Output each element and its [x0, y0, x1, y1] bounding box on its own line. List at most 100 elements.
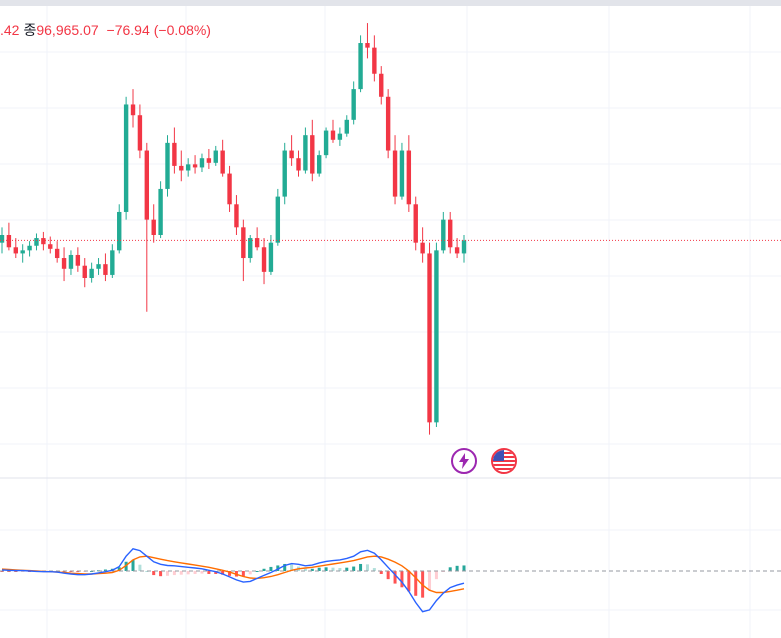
candle-body	[68, 254, 74, 269]
candle-body	[82, 265, 87, 278]
candle-body	[227, 173, 232, 205]
macd-histogram-bar	[400, 571, 404, 588]
candle-body	[427, 253, 432, 423]
macd-histogram-bar	[359, 563, 363, 571]
candle-body	[254, 238, 260, 248]
candle-body	[206, 158, 212, 163]
candle-body	[275, 196, 281, 243]
us-flag-event-badge[interactable]	[491, 448, 517, 474]
macd-histogram-bar	[172, 571, 176, 576]
macd-histogram-bar	[345, 567, 349, 571]
candle-body	[303, 135, 308, 171]
close-value: 96,965.07	[36, 22, 99, 38]
macd-histogram-bar	[407, 571, 411, 592]
candle-body	[241, 227, 246, 259]
macd-histogram-bar	[338, 568, 342, 571]
macd-histogram-bar	[393, 571, 397, 584]
candle-body	[185, 164, 191, 171]
candle-body	[199, 158, 205, 168]
change-percent: (−0.08%)	[153, 22, 211, 38]
macd-histogram-bar	[117, 567, 121, 571]
macd-histogram-bar	[248, 571, 252, 575]
candle-body	[48, 244, 53, 249]
macd-histogram-bar	[434, 571, 438, 580]
macd-histogram-bar	[179, 571, 183, 575]
macd-histogram-bar	[186, 571, 190, 575]
macd-histogram-bar	[303, 568, 307, 571]
candle-body	[27, 245, 32, 251]
candle-body	[13, 247, 18, 254]
macd-histogram-bar	[262, 568, 266, 571]
candle-body	[261, 247, 267, 272]
macd-histogram-bar	[317, 567, 321, 571]
macd-histogram-bar	[145, 571, 149, 572]
candle-body	[34, 238, 39, 246]
macd-histogram-bar	[310, 568, 314, 571]
macd-histogram-bar	[255, 571, 259, 572]
candle-body	[61, 258, 67, 269]
candle-body	[165, 142, 170, 189]
macd-histogram-bar	[241, 571, 245, 577]
candle-body	[420, 242, 425, 254]
macd-signal-line	[1, 555, 465, 594]
candle-body	[144, 150, 150, 220]
top-toolbar-strip	[0, 0, 781, 6]
candle-body	[323, 130, 329, 156]
macd-histogram-bar	[269, 566, 273, 571]
candle-body	[330, 130, 336, 140]
candle-body	[89, 268, 94, 278]
candle-body	[158, 188, 163, 235]
candle-body	[268, 242, 274, 272]
macd-histogram-bar	[221, 571, 225, 575]
candle-body	[392, 150, 398, 197]
candle-body	[399, 150, 405, 197]
macd-histogram-bar	[165, 571, 169, 576]
candle-body	[316, 155, 322, 174]
candle-body	[461, 240, 467, 254]
macd-histogram-bar	[124, 561, 128, 571]
candle-body	[337, 133, 343, 140]
candle-body	[351, 89, 356, 120]
macd-histogram-bar	[386, 571, 390, 580]
candle-body	[344, 119, 349, 134]
candle-body	[379, 73, 384, 97]
candle-body	[130, 104, 136, 116]
candle-body	[234, 204, 239, 228]
candle-body	[220, 150, 225, 174]
candle-body	[192, 164, 198, 168]
candle-body	[54, 248, 60, 259]
macd-histogram-bar	[103, 569, 107, 571]
macd-histogram-bar	[379, 571, 383, 574]
candle-body	[441, 219, 446, 251]
macd-histogram-bar	[228, 571, 232, 576]
candle-body	[454, 247, 460, 254]
macd-line	[1, 548, 465, 613]
macd-histogram-bar	[455, 565, 459, 571]
candle-body	[96, 264, 101, 269]
macd-histogram-bar	[331, 567, 335, 571]
candle-body	[365, 43, 370, 48]
candle-body	[448, 219, 453, 248]
ohlc-legend: .42 종96,965.07 −76.94 (−0.08%)	[0, 20, 215, 40]
macd-histogram-bar	[200, 571, 204, 574]
candle-body	[0, 235, 5, 243]
candle-body	[248, 238, 253, 259]
legend-prefix: .42	[0, 22, 20, 38]
macd-histogram-bar	[214, 571, 218, 574]
candle-body	[41, 238, 46, 245]
change-value: −76.94	[106, 22, 150, 38]
candle-body	[310, 135, 315, 174]
macd-histogram-bar	[324, 567, 328, 571]
macd-histogram-bar	[365, 564, 369, 571]
macd-histogram-bar	[414, 571, 418, 596]
candle-body	[358, 43, 363, 90]
candle-body	[75, 254, 81, 266]
chart-grid	[0, 6, 781, 638]
macd-histogram-bar	[372, 568, 376, 571]
macd-histogram-bar	[193, 571, 197, 574]
candle-body	[172, 142, 177, 166]
lightning-event-badge[interactable]	[451, 448, 477, 474]
macd-histogram-bar	[131, 559, 135, 571]
candle-body	[151, 219, 156, 235]
